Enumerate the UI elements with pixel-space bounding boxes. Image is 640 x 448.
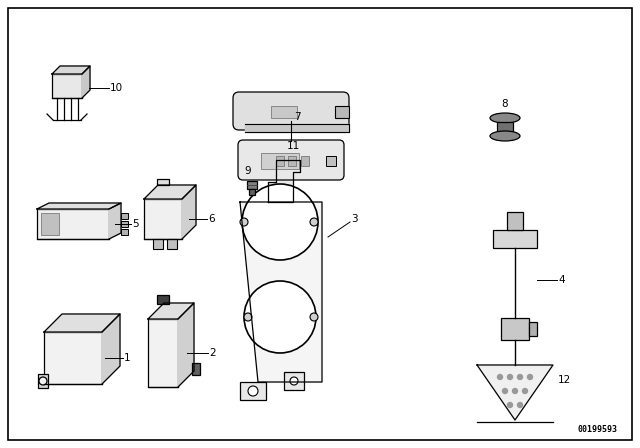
Bar bbox=[240, 382, 266, 400]
Circle shape bbox=[502, 388, 508, 393]
Bar bbox=[121, 213, 128, 219]
Polygon shape bbox=[144, 185, 196, 199]
Circle shape bbox=[39, 377, 47, 385]
Text: 6: 6 bbox=[208, 214, 214, 224]
Polygon shape bbox=[182, 185, 196, 239]
Circle shape bbox=[244, 313, 252, 321]
Text: 00199593: 00199593 bbox=[578, 425, 618, 434]
Circle shape bbox=[310, 313, 318, 321]
Bar bbox=[192, 363, 200, 375]
Bar bbox=[288, 156, 296, 166]
Bar bbox=[335, 106, 349, 118]
Bar bbox=[44, 332, 102, 384]
Bar bbox=[52, 74, 82, 98]
Bar bbox=[157, 295, 169, 304]
Circle shape bbox=[527, 375, 532, 379]
Bar bbox=[507, 212, 523, 230]
Bar bbox=[247, 181, 257, 189]
Circle shape bbox=[518, 375, 522, 379]
Text: 3: 3 bbox=[351, 214, 358, 224]
Bar bbox=[497, 122, 513, 136]
Polygon shape bbox=[148, 303, 194, 319]
Polygon shape bbox=[82, 66, 90, 98]
Bar bbox=[501, 318, 529, 340]
Polygon shape bbox=[37, 203, 121, 209]
Bar bbox=[121, 229, 128, 235]
Polygon shape bbox=[268, 160, 300, 202]
Bar bbox=[301, 156, 309, 166]
Bar bbox=[276, 156, 284, 166]
Text: 2: 2 bbox=[209, 348, 216, 358]
Text: 7: 7 bbox=[294, 112, 301, 122]
Polygon shape bbox=[52, 66, 90, 74]
Circle shape bbox=[513, 388, 518, 393]
Bar bbox=[157, 179, 169, 185]
Bar bbox=[148, 319, 178, 387]
Bar bbox=[167, 239, 177, 249]
Polygon shape bbox=[477, 365, 553, 420]
Bar bbox=[326, 156, 336, 166]
Circle shape bbox=[290, 377, 298, 385]
Text: 8: 8 bbox=[501, 99, 508, 109]
Polygon shape bbox=[102, 314, 120, 384]
Text: 5: 5 bbox=[132, 219, 139, 229]
Polygon shape bbox=[245, 124, 349, 132]
Text: 9: 9 bbox=[244, 166, 251, 176]
Circle shape bbox=[244, 281, 316, 353]
Bar bbox=[261, 153, 299, 169]
Circle shape bbox=[508, 375, 513, 379]
Text: 11: 11 bbox=[287, 141, 300, 151]
FancyBboxPatch shape bbox=[233, 92, 349, 130]
Bar bbox=[284, 372, 304, 390]
Bar bbox=[249, 189, 255, 195]
Bar bbox=[38, 374, 48, 388]
Bar bbox=[144, 199, 182, 239]
Text: 10: 10 bbox=[110, 83, 123, 93]
Circle shape bbox=[240, 218, 248, 226]
Circle shape bbox=[497, 375, 502, 379]
Bar bbox=[493, 230, 537, 248]
Polygon shape bbox=[44, 314, 120, 332]
Bar bbox=[271, 106, 297, 118]
Bar bbox=[290, 158, 302, 172]
Bar bbox=[153, 239, 163, 249]
Ellipse shape bbox=[490, 113, 520, 123]
Circle shape bbox=[310, 218, 318, 226]
Text: 1: 1 bbox=[124, 353, 131, 363]
Bar bbox=[37, 209, 109, 239]
FancyBboxPatch shape bbox=[238, 140, 344, 180]
Text: 4: 4 bbox=[558, 275, 564, 285]
Polygon shape bbox=[109, 203, 121, 239]
Bar bbox=[41, 213, 59, 235]
Ellipse shape bbox=[490, 131, 520, 141]
Circle shape bbox=[522, 388, 527, 393]
Circle shape bbox=[242, 184, 318, 260]
Circle shape bbox=[508, 402, 513, 408]
Polygon shape bbox=[178, 303, 194, 387]
Bar bbox=[121, 221, 128, 227]
Text: 12: 12 bbox=[558, 375, 572, 385]
Circle shape bbox=[248, 386, 258, 396]
Circle shape bbox=[518, 402, 522, 408]
Bar bbox=[529, 322, 537, 336]
Polygon shape bbox=[240, 202, 322, 382]
